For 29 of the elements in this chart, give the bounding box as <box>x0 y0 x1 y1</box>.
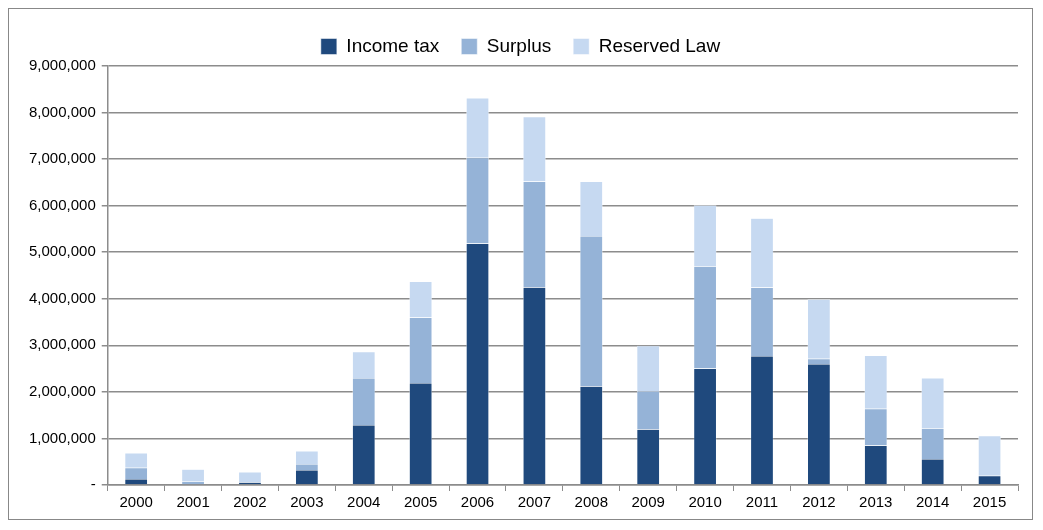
y-tick-label: 6,000,000 <box>29 195 96 213</box>
x-tick-label: 2002 <box>233 493 267 511</box>
y-tick-label: - <box>90 475 96 493</box>
x-tick-label: 2000 <box>119 493 153 511</box>
x-tick-label: 2014 <box>915 493 950 511</box>
x-tick-label: 2009 <box>631 493 665 511</box>
x-tick-label: 2005 <box>403 493 438 511</box>
legend-label: Reserved Law <box>598 34 721 56</box>
y-tick-label: 9,000,000 <box>29 56 96 74</box>
y-tick-label: 2,000,000 <box>29 382 96 400</box>
legend-label: Surplus <box>486 34 552 56</box>
x-tick-label: 2004 <box>347 493 381 511</box>
y-tick-label: 7,000,000 <box>29 149 96 167</box>
x-tick-label: 2012 <box>802 493 836 511</box>
y-tick-label: 5,000,000 <box>29 242 96 260</box>
y-tick-label: 3,000,000 <box>29 335 96 353</box>
y-tick-label: 1,000,000 <box>29 428 96 446</box>
x-tick-label: 2010 <box>688 493 722 511</box>
x-tick-label: 2015 <box>972 493 1007 511</box>
x-tick-label: 2007 <box>517 493 552 511</box>
x-tick-label: 2003 <box>290 493 324 511</box>
legend-label: Income tax <box>346 34 440 56</box>
x-tick-label: 2013 <box>859 493 893 511</box>
x-tick-label: 2008 <box>574 493 608 511</box>
x-tick-label: 2006 <box>460 493 495 511</box>
x-tick-label: 2001 <box>176 493 210 511</box>
x-tick-label: 2011 <box>745 493 779 511</box>
y-tick-label: 4,000,000 <box>29 288 96 306</box>
y-tick-label: 8,000,000 <box>29 102 96 120</box>
